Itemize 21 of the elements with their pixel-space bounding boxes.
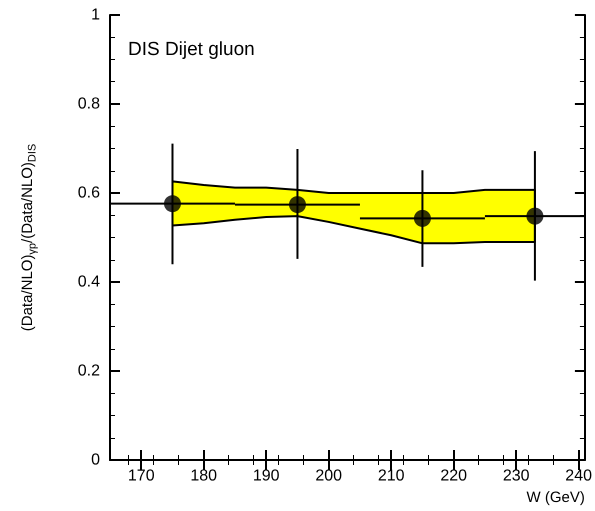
- point: [414, 210, 431, 227]
- y-tick-label: 0.4: [78, 274, 100, 290]
- x-tick-label: 180: [190, 468, 218, 484]
- y-tick-label: 0.6: [78, 184, 100, 202]
- y-axis-title: (Data/NLO)γp/(Data/NLO)DIS: [19, 144, 38, 332]
- point: [526, 208, 544, 225]
- y-tick-label: 1: [91, 6, 100, 24]
- x-tick-label: 240: [565, 468, 592, 484]
- annotation: DIS Dijet gluon: [128, 39, 255, 60]
- x-tick-label: 200: [315, 468, 342, 484]
- x-axis-title: W (GeV): [526, 489, 585, 506]
- x-tick-label: 210: [378, 468, 405, 484]
- x-tick-label: 190: [252, 468, 280, 484]
- y-tick-label: 0: [91, 452, 100, 468]
- y-tick-label: 0.2: [78, 362, 100, 380]
- x-tick-label: 170: [128, 468, 155, 484]
- x-tick-label: 220: [440, 468, 468, 484]
- point: [164, 195, 181, 212]
- y-tick-label: 0.8: [78, 96, 100, 112]
- x-tick-label: 230: [502, 468, 530, 484]
- point: [288, 196, 306, 214]
